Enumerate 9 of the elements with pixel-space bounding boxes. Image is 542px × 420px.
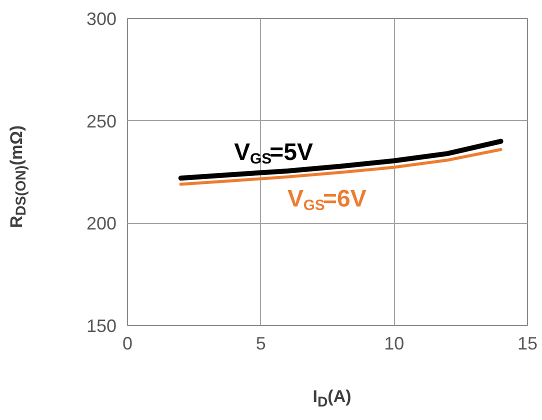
y-tick-label: 300: [86, 9, 117, 29]
x-tick-label: 5: [256, 334, 266, 354]
x-tick-label: 15: [517, 334, 538, 354]
x-axis-title: I$_{D}$(A): [312, 386, 352, 412]
x-tick-label: 10: [384, 334, 404, 354]
x-tick-label: 0: [122, 334, 133, 354]
y-tick-label: 250: [86, 111, 117, 132]
y-tick-label: 150: [86, 316, 117, 336]
y-tick-label: 200: [86, 214, 117, 234]
